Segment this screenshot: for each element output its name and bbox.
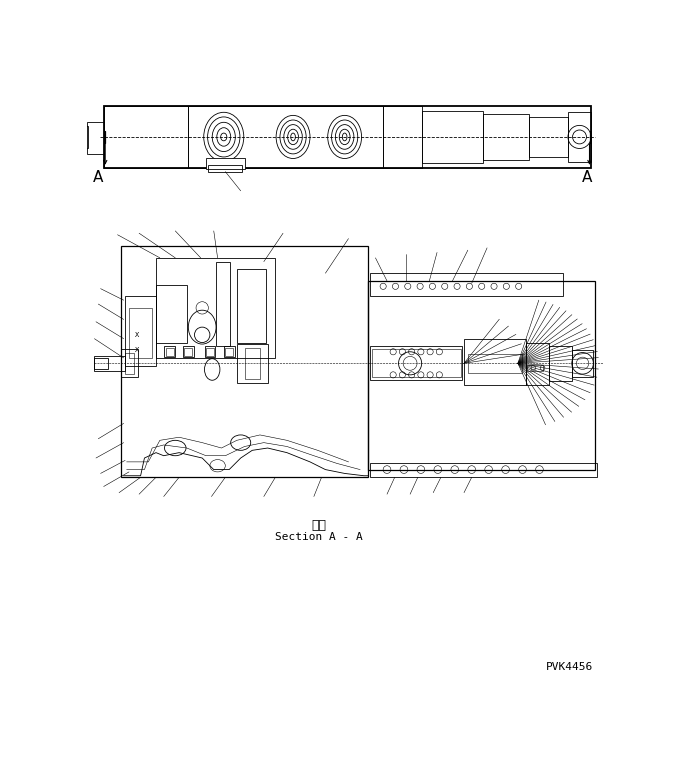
Bar: [526, 342, 549, 384]
Bar: [121, 246, 368, 478]
Bar: [129, 308, 152, 358]
Text: X: X: [135, 332, 139, 338]
Bar: [206, 348, 214, 355]
Bar: [206, 158, 245, 169]
Bar: [549, 346, 572, 381]
Text: Section A - A: Section A - A: [275, 531, 363, 541]
Bar: [527, 365, 543, 371]
Bar: [156, 285, 187, 342]
Bar: [103, 106, 591, 168]
Bar: [572, 350, 594, 377]
Bar: [225, 348, 233, 355]
Bar: [370, 464, 597, 478]
Text: 断面: 断面: [311, 518, 326, 531]
Bar: [208, 165, 242, 171]
Bar: [530, 117, 568, 157]
Text: PVK4456: PVK4456: [546, 662, 594, 672]
Bar: [95, 358, 108, 368]
Bar: [205, 346, 216, 357]
Bar: [371, 349, 461, 377]
Text: X: X: [135, 348, 139, 353]
Bar: [80, 126, 88, 148]
Text: A: A: [93, 170, 103, 185]
Text: A: A: [582, 170, 592, 185]
Bar: [237, 269, 266, 342]
Bar: [165, 346, 175, 357]
Bar: [103, 106, 188, 168]
Bar: [422, 111, 483, 163]
Bar: [125, 296, 156, 365]
Bar: [370, 273, 562, 296]
Bar: [370, 346, 462, 380]
Bar: [224, 346, 235, 357]
Bar: [184, 348, 192, 355]
Bar: [383, 106, 422, 168]
Bar: [483, 114, 530, 160]
Bar: [87, 122, 103, 154]
Bar: [237, 344, 268, 382]
Bar: [95, 355, 125, 371]
Bar: [188, 106, 383, 168]
Bar: [468, 354, 522, 372]
Bar: [216, 261, 230, 346]
Bar: [183, 346, 194, 357]
Bar: [156, 258, 275, 358]
Bar: [368, 281, 595, 470]
Bar: [245, 348, 260, 378]
Bar: [568, 112, 591, 161]
Bar: [166, 348, 173, 355]
Bar: [125, 352, 135, 374]
Bar: [121, 349, 138, 377]
Bar: [464, 338, 526, 384]
